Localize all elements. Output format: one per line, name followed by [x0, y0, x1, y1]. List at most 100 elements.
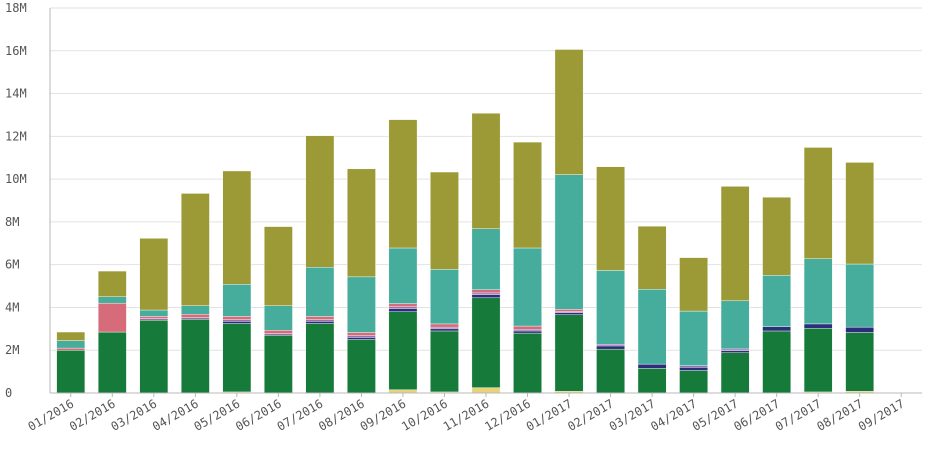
x-tick-label: 02/2016 — [67, 396, 118, 433]
bar-segment — [139, 309, 169, 317]
bar-segment — [56, 331, 86, 341]
x-tick-label: 06/2016 — [233, 396, 284, 433]
bar-segment — [430, 326, 459, 330]
bar-segment — [471, 289, 501, 294]
bar-segment — [56, 350, 86, 394]
x-tick-label: 05/2017 — [690, 396, 741, 433]
y-tick-label: 4M — [5, 300, 19, 314]
bar-segment — [388, 119, 418, 249]
bar-segment — [139, 238, 169, 311]
x-tick-label: 12/2016 — [482, 396, 533, 433]
bar-segment — [471, 228, 501, 290]
bar-segment — [305, 323, 335, 394]
bar-segment — [513, 325, 542, 330]
bar-segment — [388, 308, 418, 312]
x-tick-label: 03/2017 — [607, 396, 658, 433]
bar-segment — [720, 348, 750, 351]
bar-segment — [97, 270, 127, 297]
x-tick-label: 05/2016 — [192, 396, 243, 433]
y-tick-label: 16M — [5, 44, 27, 58]
bar-segment — [181, 314, 210, 318]
bar-segment — [471, 292, 501, 295]
x-tick-label: 09/2017 — [856, 396, 907, 433]
bar-segment — [637, 363, 667, 369]
bar-segment — [679, 310, 708, 366]
bar-segment — [596, 348, 625, 394]
bar-segment — [97, 296, 127, 304]
bar-segment — [471, 387, 501, 394]
bar-segment — [720, 350, 750, 353]
bar-segment — [305, 321, 335, 324]
bar-segment — [803, 147, 833, 259]
bar-segment — [430, 328, 459, 332]
bar-segment — [471, 113, 501, 229]
bar-segment — [845, 162, 875, 265]
bar-segment — [596, 344, 625, 347]
bar-segment — [347, 337, 376, 340]
bar-segment — [554, 309, 584, 312]
bar-segment — [222, 170, 252, 285]
bar-segment — [222, 323, 252, 393]
bar-segment — [554, 312, 584, 315]
y-tick-label: 10M — [5, 172, 27, 186]
bar-segment — [554, 174, 584, 310]
x-tick-label: 04/2016 — [150, 396, 201, 433]
bar-segment — [97, 331, 127, 394]
bar-segment — [139, 316, 169, 319]
bar-segment — [305, 319, 335, 322]
bar-segment — [305, 135, 335, 268]
x-tick-label: 06/2017 — [731, 396, 782, 433]
bar-segment — [181, 305, 210, 315]
bar-segment — [471, 297, 501, 388]
bar-segment — [388, 247, 418, 304]
bar-segment — [845, 332, 875, 392]
bar-segment — [720, 352, 750, 394]
y-tick-label: 2M — [5, 343, 19, 357]
bar-segment — [596, 345, 625, 350]
bar-segment — [347, 332, 376, 336]
y-tick-label: 0 — [5, 386, 12, 400]
x-tick-label: 01/2017 — [524, 396, 575, 433]
bar-segment — [305, 316, 335, 320]
bar-segment — [845, 326, 875, 333]
bar-segment — [803, 258, 833, 325]
bar-segment — [264, 305, 293, 331]
bar-segment — [56, 340, 86, 349]
x-tick-label: 02/2017 — [565, 396, 616, 433]
bar-segment — [720, 186, 750, 302]
bar-layer — [56, 49, 875, 394]
x-tick-label: 07/2016 — [275, 396, 326, 433]
bar-segment — [596, 166, 625, 271]
bar-segment — [222, 316, 252, 320]
x-tick-label: 04/2017 — [648, 396, 699, 433]
bar-segment — [264, 333, 293, 336]
bar-segment — [471, 294, 501, 299]
bar-segment — [181, 317, 210, 320]
bar-segment — [347, 339, 376, 394]
y-tick-label: 14M — [5, 87, 27, 101]
x-tick-label: 11/2016 — [441, 396, 492, 433]
x-tick-label: 10/2016 — [399, 396, 450, 433]
bar-segment — [513, 141, 542, 249]
x-tick-label: 03/2016 — [109, 396, 160, 433]
bar-segment — [388, 306, 418, 309]
bar-segment — [762, 326, 791, 332]
bar-segment — [430, 330, 459, 393]
bar-segment — [803, 327, 833, 393]
bar-segment — [762, 330, 791, 394]
bar-segment — [430, 269, 459, 325]
bar-segment — [56, 347, 86, 351]
bar-segment — [845, 263, 875, 328]
x-tick-label: 08/2016 — [316, 396, 367, 433]
bar-segment — [679, 367, 708, 371]
bar-segment — [554, 49, 584, 175]
bar-segment — [388, 303, 418, 308]
bar-segment — [347, 168, 376, 278]
bar-segment — [679, 370, 708, 394]
y-tick-label: 8M — [5, 215, 19, 229]
bar-segment — [513, 247, 542, 327]
bar-segment — [388, 311, 418, 390]
bar-segment — [264, 335, 293, 394]
